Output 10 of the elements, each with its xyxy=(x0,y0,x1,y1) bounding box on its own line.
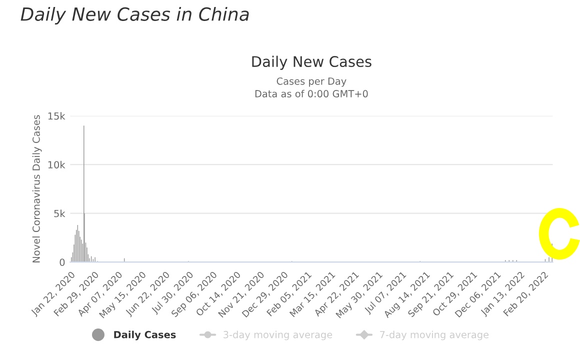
chart-subtitle: Daily New Cases xyxy=(252,56,372,70)
y-tick-label: 5k xyxy=(54,210,66,218)
y-tick-label: 15k xyxy=(48,112,66,120)
chart-title: Daily New Cases in China xyxy=(20,6,249,24)
y-tick-label: 10k xyxy=(48,160,66,168)
y-axis-title: Novel Coronavirus Daily Cases xyxy=(32,115,42,262)
y-tick-label: 0 xyxy=(60,258,65,266)
text: Data as of 0:00 GMT+0 xyxy=(255,90,368,98)
legend-label: Daily Cases xyxy=(114,330,176,340)
text: Cases per Day xyxy=(276,77,346,87)
